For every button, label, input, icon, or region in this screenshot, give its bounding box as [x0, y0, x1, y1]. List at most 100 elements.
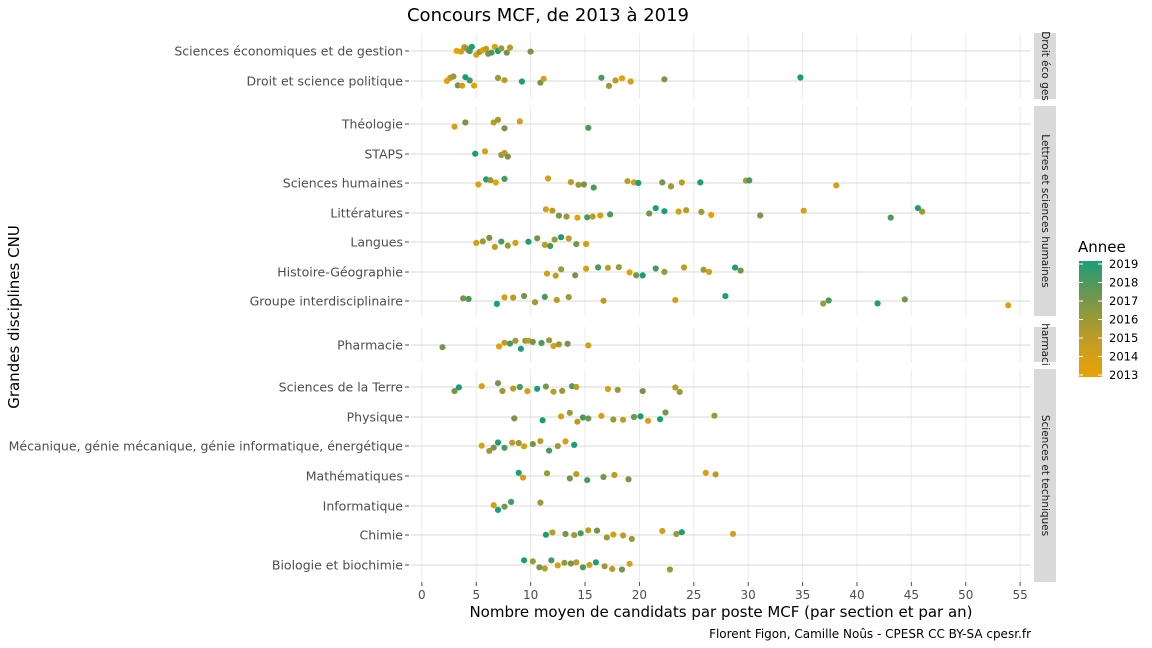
data-point	[562, 530, 569, 538]
data-point	[612, 77, 619, 84]
data-point	[680, 264, 688, 271]
data-point	[521, 292, 528, 300]
data-point	[504, 153, 511, 160]
data-point	[487, 177, 494, 184]
data-point	[512, 337, 519, 344]
data-point	[678, 529, 685, 536]
x-tick-label: 0	[418, 588, 426, 602]
data-point	[543, 270, 551, 277]
data-point	[472, 150, 479, 157]
data-point	[529, 558, 536, 565]
data-point	[543, 470, 551, 477]
facet-strips: Droit éco ges Lettres et sciences humaine…	[1034, 31, 1056, 582]
data-point	[729, 530, 737, 538]
data-point	[1005, 302, 1012, 309]
data-point	[610, 416, 617, 423]
data-point	[618, 566, 626, 573]
category-label: Littératures	[330, 206, 403, 221]
data-point	[509, 439, 516, 446]
data-point	[565, 294, 572, 301]
data-point	[666, 566, 674, 573]
data-point	[626, 560, 633, 567]
category-label: Langues	[350, 235, 403, 250]
data-point	[508, 498, 515, 505]
data-point	[499, 387, 506, 395]
data-point	[571, 532, 578, 539]
data-point	[562, 438, 569, 445]
data-point	[567, 560, 575, 567]
data-point	[506, 340, 514, 347]
y-axis-title: Grandes disciplines CNU	[5, 225, 23, 409]
data-point	[607, 211, 614, 218]
data-point	[584, 477, 591, 484]
data-point	[537, 499, 544, 506]
facet-strip	[1034, 33, 1056, 99]
data-point	[635, 179, 642, 187]
data-point	[615, 264, 622, 271]
data-point	[478, 442, 485, 449]
category-label: Physique	[347, 410, 404, 425]
data-point	[672, 297, 679, 304]
category-label: Sciences humaines	[283, 176, 403, 191]
data-point	[697, 179, 704, 186]
data-point	[501, 503, 508, 510]
data-point	[659, 179, 666, 186]
data-point	[661, 76, 668, 83]
data-point	[496, 343, 503, 350]
data-point	[519, 474, 527, 481]
legend-label: 2013	[1109, 368, 1138, 382]
data-point	[554, 562, 561, 569]
x-tick-label: 20	[632, 588, 647, 602]
data-point	[510, 294, 517, 301]
data-point	[554, 443, 561, 450]
data-point	[494, 74, 502, 81]
data-point	[675, 208, 682, 215]
data-point	[652, 265, 659, 272]
data-point	[604, 385, 612, 393]
data-point	[516, 383, 523, 391]
data-point	[494, 439, 502, 446]
data-point	[524, 388, 531, 395]
data-point	[498, 45, 505, 52]
data-point	[633, 272, 640, 279]
data-point	[583, 240, 590, 248]
data-point	[475, 181, 482, 188]
data-point	[698, 208, 705, 215]
data-point	[527, 48, 534, 55]
data-point	[483, 45, 490, 52]
data-point	[600, 297, 607, 304]
data-point	[450, 73, 457, 80]
data-point	[598, 412, 605, 419]
category-label: Théologie	[341, 117, 403, 132]
data-point	[574, 418, 581, 425]
data-point	[548, 557, 555, 564]
data-point	[550, 342, 557, 350]
data-point	[555, 212, 563, 219]
data-point	[659, 527, 666, 535]
facet-strip	[1034, 106, 1056, 316]
data-points	[439, 43, 1012, 573]
data-point	[571, 441, 578, 448]
x-tick-label: 40	[849, 588, 864, 602]
data-point	[676, 388, 683, 395]
x-tick-label: 10	[523, 588, 538, 602]
data-point	[451, 388, 458, 395]
data-point	[493, 300, 500, 307]
data-point	[478, 383, 485, 390]
data-point	[657, 416, 664, 423]
data-point	[645, 417, 652, 424]
data-point	[600, 473, 607, 481]
data-point	[620, 532, 627, 539]
data-point	[565, 235, 572, 242]
data-point	[558, 413, 565, 420]
data-point	[646, 210, 653, 217]
data-point	[501, 175, 508, 182]
data-point	[501, 77, 508, 84]
data-point	[628, 535, 635, 543]
x-tick-label: 15	[577, 588, 592, 602]
data-point	[595, 264, 602, 271]
data-point	[618, 75, 626, 82]
x-tick-label: 50	[958, 588, 973, 602]
data-point	[541, 293, 548, 300]
data-point	[639, 272, 646, 279]
